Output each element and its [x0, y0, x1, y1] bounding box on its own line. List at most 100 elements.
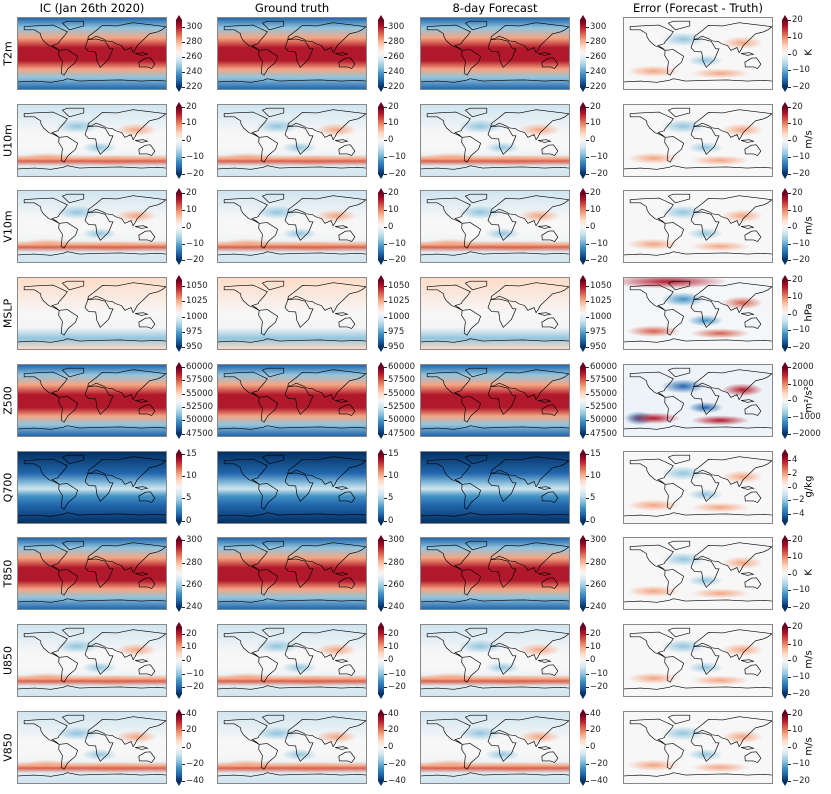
colorbar-min-arrow	[176, 520, 182, 526]
colorbar-tick-label: 10	[586, 642, 601, 652]
coastline-overlay	[624, 454, 772, 517]
colorbar-tick-label: 60000	[383, 361, 416, 372]
colorbar-tick-label: 1025	[182, 296, 208, 307]
field-map	[17, 103, 167, 177]
column-title: IC (Jan 26th 2020)	[39, 1, 145, 15]
coastline-overlay	[421, 194, 569, 257]
colorbar	[176, 188, 182, 266]
colorbar-tick-label: 260	[585, 52, 607, 63]
colorbar-tick-label: 50000	[383, 415, 416, 426]
colorbar	[782, 15, 788, 92]
colorbar-tick-label: 2000	[788, 361, 814, 372]
colorbar-tick-label: 10	[182, 642, 197, 652]
coastline-overlay	[421, 627, 569, 690]
colorbar	[176, 535, 182, 613]
colorbar-max-arrow	[580, 101, 586, 107]
colorbar-tick-label: −10	[384, 668, 406, 679]
colorbar-tick-label: 20	[384, 188, 399, 199]
colorbar-tick-label: −2000	[788, 428, 821, 439]
colorbar-tick-label: 950	[383, 342, 405, 353]
colorbar-max-arrow	[176, 275, 182, 281]
colorbar-tick-label: −2	[788, 495, 805, 506]
field-map	[217, 190, 367, 264]
colorbar-tick-label: −10	[586, 238, 608, 249]
field-map	[420, 190, 570, 264]
colorbar	[580, 361, 586, 439]
colorbar-tick-label: 20	[788, 188, 803, 199]
colorbar-max-arrow	[378, 535, 384, 541]
field-map	[420, 710, 570, 784]
colorbar-tick-label: −20	[788, 775, 810, 786]
coastline-overlay	[421, 454, 569, 517]
colorbar-tick-label: 0	[181, 515, 192, 526]
colorbar-tick-label: 0	[787, 568, 798, 579]
unit-label: hPa	[803, 303, 815, 322]
colorbar	[580, 15, 586, 92]
colorbar-min-arrow	[378, 520, 384, 526]
coastline-overlay	[624, 627, 772, 690]
colorbar-tick-label: −10	[788, 151, 810, 162]
colorbar-tick-label: −20	[788, 688, 810, 699]
colorbar-tick-label: −10	[788, 325, 810, 336]
colorbar-tick-label: −4	[788, 508, 805, 519]
field-map	[17, 277, 167, 351]
coastline-overlay	[218, 627, 366, 690]
colorbar-tick-label: −20	[182, 255, 204, 266]
field-map	[420, 277, 570, 351]
colorbar-min-arrow	[378, 780, 384, 786]
colorbar-tick-label: 5	[585, 493, 596, 504]
colorbar-tick-label: 10	[182, 205, 197, 216]
colorbar-max-arrow	[378, 448, 384, 454]
colorbar-max-arrow	[378, 188, 384, 194]
row-label: V10m	[1, 210, 15, 244]
coastline-overlay	[218, 20, 366, 83]
colorbar	[580, 535, 586, 613]
colorbar-tick-label: 10	[384, 205, 399, 216]
colorbar	[176, 361, 182, 439]
coastline-overlay	[421, 714, 569, 777]
colorbar-tick-label: −10	[586, 668, 608, 679]
colorbar	[378, 361, 384, 439]
colorbar-min-arrow	[782, 780, 788, 786]
colorbar-tick-label: 240	[383, 67, 405, 78]
colorbar-tick-label: 20	[182, 101, 197, 112]
row-label: U10m	[1, 123, 15, 157]
field-map	[17, 190, 167, 264]
colorbar-tick-label: 10	[788, 551, 803, 562]
field-map	[420, 103, 570, 177]
coastline-overlay	[624, 280, 772, 343]
colorbar-tick-label: 0	[585, 655, 596, 666]
field-map	[217, 277, 367, 351]
colorbar-min-arrow	[580, 520, 586, 526]
colorbar-max-arrow	[176, 708, 182, 714]
colorbar-max-arrow	[378, 101, 384, 107]
field-map	[217, 450, 367, 524]
colorbar-tick-label: 0	[181, 655, 192, 666]
unit-label: g/kg	[803, 475, 815, 497]
colorbar	[580, 188, 586, 266]
colorbar-min-arrow	[580, 780, 586, 786]
row-label: T2m	[1, 41, 15, 66]
colorbar-tick-label: 5	[181, 493, 192, 504]
colorbar-tick-label: 975	[181, 326, 203, 337]
colorbar-tick-label: 280	[585, 37, 607, 48]
colorbar-max-arrow	[782, 188, 788, 194]
colorbar-tick-label: 20	[788, 535, 803, 546]
colorbar-tick-label: 1050	[182, 281, 208, 292]
colorbar-tick-label: 260	[383, 579, 405, 590]
field-map	[17, 537, 167, 611]
colorbar-tick-label: 260	[181, 579, 203, 590]
colorbar-tick-label: 300	[181, 535, 203, 546]
colorbar	[176, 15, 182, 92]
error-map	[623, 710, 773, 784]
colorbar-min-arrow	[378, 347, 384, 353]
colorbar-tick-label: −20	[788, 602, 810, 613]
colorbar	[378, 101, 384, 179]
row-label: T850	[1, 559, 15, 588]
colorbar-tick-label: 10	[788, 638, 803, 649]
colorbar-tick-label: 10	[586, 205, 601, 216]
colorbar-tick-label: 280	[383, 37, 405, 48]
colorbar-tick-label: 10	[788, 291, 803, 302]
colorbar-tick-label: 1025	[586, 296, 612, 307]
colorbar-tick-label: 57500	[383, 375, 416, 386]
